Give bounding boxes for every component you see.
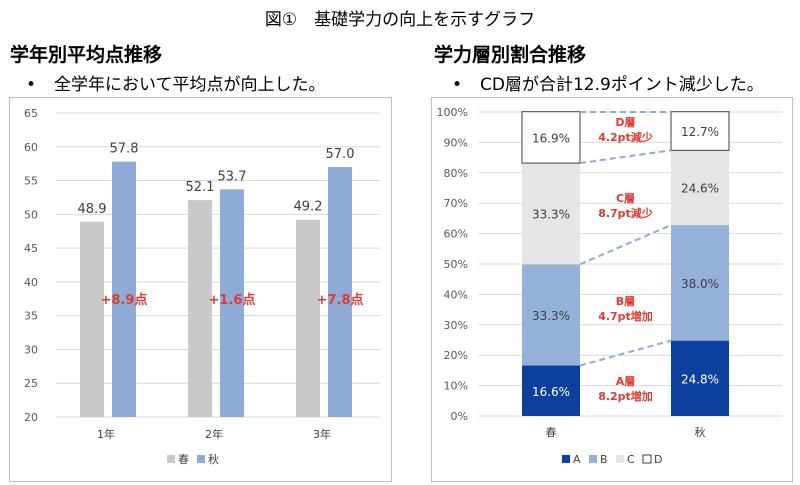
figure-title: 図① 基礎学力の向上を示すグラフ	[264, 10, 536, 30]
legend-label: 秋	[208, 452, 219, 466]
y-tick-label: 30%	[444, 319, 468, 332]
x-tick-label: 秋	[695, 425, 706, 439]
left-heading: 学年別平均点推移	[10, 44, 163, 66]
right-heading: 学力層別割合推移	[434, 44, 587, 66]
layer-change-value: 8.2pt増加	[598, 389, 653, 403]
y-tick-label: 70%	[444, 197, 468, 210]
legend-swatch	[562, 455, 570, 463]
x-tick-label: 1年	[97, 427, 115, 441]
y-tick-label: 25	[24, 377, 38, 390]
segment-label: 16.6%	[532, 385, 570, 399]
y-tick-label: 55	[24, 175, 38, 188]
stacked-segment	[671, 225, 729, 341]
left-bullet-mark: •	[26, 75, 37, 95]
stacked-segment	[671, 150, 729, 226]
y-tick-label: 90%	[444, 136, 468, 149]
y-tick-label: 20%	[444, 349, 468, 362]
connector-line	[579, 339, 672, 367]
layer-change-value: 4.7pt増加	[598, 309, 653, 323]
y-tick-label: 50	[24, 208, 38, 221]
layer-change-title: A層	[616, 375, 636, 388]
data-label: 53.7	[218, 169, 247, 184]
data-label: 57.0	[326, 147, 355, 162]
legend-swatch	[167, 455, 175, 463]
layer-change-title: B層	[616, 295, 635, 308]
right-bullet-mark: •	[452, 75, 463, 95]
legend-swatch	[589, 455, 597, 463]
layer-change-value: 4.2pt減少	[598, 130, 653, 144]
segment-label: 24.6%	[681, 182, 719, 196]
stacked-segment	[522, 163, 580, 265]
connector-line	[579, 224, 672, 266]
segment-label: 12.7%	[681, 125, 719, 139]
left-chart-panel: 20 25 30 35 40 45 50 55 60 65 48.9 57.8 +8.9点 1年 52.1 5…	[9, 97, 392, 482]
y-tick-label: 10%	[444, 380, 468, 393]
y-tick-label: 50%	[444, 258, 468, 271]
x-tick-label: 春	[546, 426, 557, 439]
legend-label: D	[654, 453, 662, 466]
legend-swatch	[616, 455, 624, 463]
y-tick-label: 35	[24, 310, 38, 323]
layer-change-title: C層	[616, 192, 635, 205]
avg-score-chart: 2025303540455055606548.957.8+8.9点1年52.15…	[24, 107, 380, 466]
y-tick-label: 80%	[444, 167, 468, 180]
legend-label: C	[627, 453, 635, 466]
left-bullet-text: 全学年において平均点が向上した。	[54, 75, 326, 95]
layer-ratio-chart: 0% 10% 20% 30% 40% 50% 60% 70% 80% 90% 100% 16.6% 33…	[437, 106, 782, 466]
y-tick-label: 30	[24, 343, 38, 356]
y-tick-label: 45	[24, 242, 38, 255]
stacked-segment	[670, 111, 730, 151]
legend-label: 春	[178, 453, 189, 466]
stacked-segment	[522, 264, 580, 366]
y-tick-label: 40%	[444, 288, 468, 301]
stacked-segment	[671, 340, 729, 416]
legend-label: A	[573, 453, 581, 466]
score-change-annotation: +7.8点	[317, 292, 364, 308]
bar	[296, 219, 320, 417]
y-tick-label: 65	[24, 107, 38, 120]
bar	[80, 221, 104, 417]
legend-label: B	[600, 453, 608, 466]
layer-change-title: D層	[615, 116, 635, 129]
left-bullet: • 全学年において平均点が向上した。	[26, 70, 326, 95]
right-bullet-text: CD層が合計12.9ポイント減少した。	[480, 75, 764, 95]
legend-swatch	[642, 454, 652, 464]
stacked-segment	[522, 365, 580, 416]
segment-label: 33.3%	[532, 208, 570, 222]
y-tick-label: 60%	[444, 228, 468, 241]
legend-swatch	[197, 455, 205, 463]
y-tick-label: 100%	[437, 106, 468, 119]
score-change-annotation: +1.6点	[209, 292, 256, 308]
segment-label: 38.0%	[681, 277, 719, 291]
stacked-segment	[521, 111, 581, 164]
segment-label: 33.3%	[532, 309, 570, 323]
right-chart-panel: 0% 10% 20% 30% 40% 50% 60% 70% 80% 90% 100% 16.6% 33…	[431, 97, 793, 482]
y-tick-label: 60	[24, 141, 38, 154]
y-tick-label: 0%	[451, 410, 468, 423]
y-tick-label: 20	[24, 411, 38, 424]
y-tick-label: 40	[24, 276, 38, 289]
data-label: 48.9	[78, 202, 107, 217]
segment-label: 16.9%	[532, 131, 570, 145]
data-label: 49.2	[294, 200, 323, 215]
segment-label: 24.8%	[681, 372, 719, 386]
x-tick-label: 3年	[313, 427, 331, 441]
connector-line	[579, 149, 672, 165]
bar	[112, 161, 136, 417]
bar	[188, 200, 212, 417]
data-label: 57.8	[110, 142, 139, 157]
bar	[328, 167, 352, 417]
right-bullet: • CD層が合計12.9ポイント減少した。	[452, 70, 764, 95]
score-change-annotation: +8.9点	[101, 292, 148, 308]
x-tick-label: 2年	[205, 427, 223, 441]
data-label: 52.1	[186, 180, 215, 195]
layer-change-value: 8.7pt減少	[598, 206, 653, 220]
bar	[220, 189, 244, 417]
